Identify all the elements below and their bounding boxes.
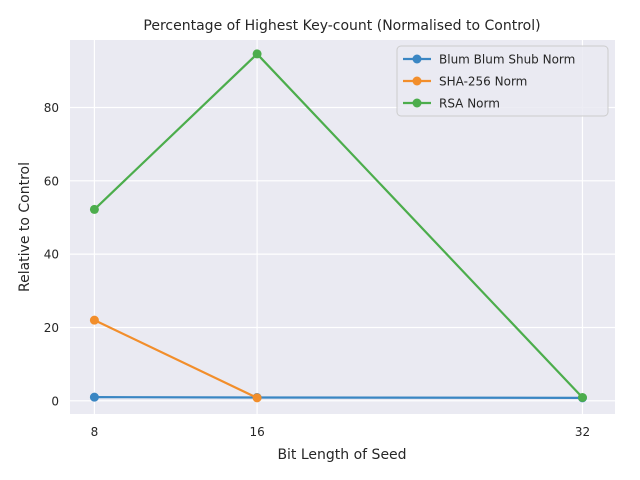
legend-item: Blum Blum Shub Norm <box>403 53 575 67</box>
y-tick-label: 20 <box>44 321 59 335</box>
data-point <box>252 393 262 403</box>
data-point <box>89 392 99 402</box>
series-rsa-norm <box>89 49 587 402</box>
legend-label: SHA-256 Norm <box>439 75 527 89</box>
y-axis-ticks: 0 20 40 60 80 <box>44 101 59 408</box>
legend-label: RSA Norm <box>439 97 500 111</box>
legend-marker <box>412 98 422 108</box>
series-layer <box>89 49 587 403</box>
data-point <box>89 315 99 325</box>
data-point <box>577 393 587 402</box>
y-tick-label: 40 <box>44 248 59 262</box>
y-tick-label: 80 <box>44 101 59 115</box>
data-point <box>252 49 262 59</box>
series-line <box>93 396 584 399</box>
y-axis-label: Relative to Control <box>17 162 33 292</box>
series-sha-256-norm <box>89 315 262 403</box>
x-tick-label: 32 <box>575 425 590 439</box>
x-tick-label: 16 <box>249 425 264 439</box>
legend-item: SHA-256 Norm <box>403 75 527 89</box>
data-point <box>89 204 99 214</box>
legend-marker <box>412 54 422 64</box>
y-tick-label: 0 <box>51 394 59 408</box>
x-tick-label: 8 <box>91 425 99 439</box>
x-axis-ticks: 8 16 32 <box>91 425 591 439</box>
chart-title: Percentage of Highest Key-count (Normali… <box>143 18 540 34</box>
y-tick-label: 60 <box>44 174 59 188</box>
legend-item: RSA Norm <box>403 97 500 111</box>
legend: Blum Blum Shub Norm SHA-256 Norm RSA Norm <box>396 45 609 117</box>
legend-frame <box>396 45 609 117</box>
x-axis-label: Bit Length of Seed <box>277 447 406 463</box>
series-line <box>93 319 259 399</box>
legend-label: Blum Blum Shub Norm <box>439 53 575 67</box>
legend-marker <box>412 76 422 86</box>
